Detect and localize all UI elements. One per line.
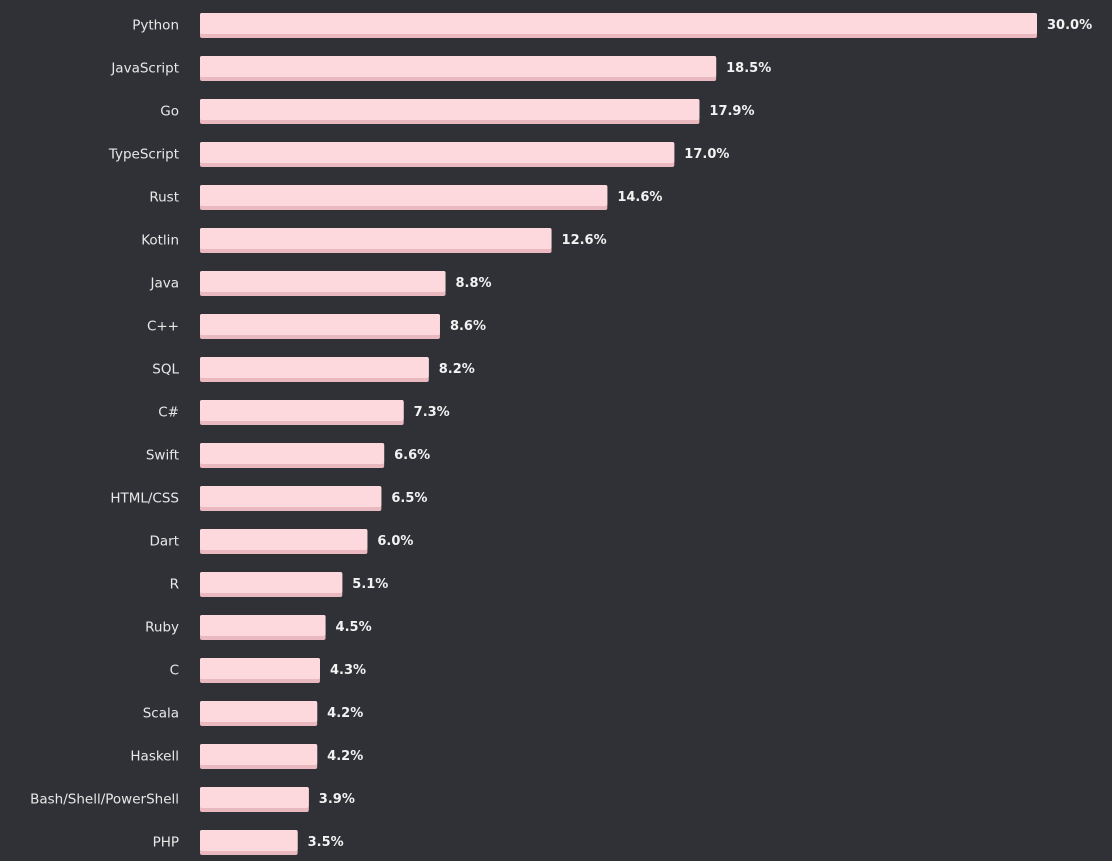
bar-row: Dart 6.0% (149, 529, 413, 554)
value-label: 6.0% (377, 534, 413, 549)
category-label: Haskell (130, 749, 179, 765)
category-label: Dart (149, 534, 179, 550)
bar-row: Go 17.9% (160, 99, 755, 124)
bar (200, 56, 717, 77)
value-label: 8.8% (456, 276, 492, 291)
category-label: Scala (143, 706, 179, 722)
bar (200, 486, 382, 507)
bar (200, 13, 1037, 34)
value-label: 14.6% (617, 190, 662, 205)
bar (200, 99, 700, 120)
bar-row: Java 8.8% (149, 271, 492, 296)
bar-row: JavaScript 18.5% (110, 56, 771, 81)
value-label: 8.2% (439, 362, 475, 377)
category-label: Swift (146, 448, 179, 464)
bar (200, 314, 440, 335)
bar (200, 658, 320, 679)
category-label: TypeScript (108, 147, 179, 163)
bar-row: Ruby 4.5% (145, 615, 372, 640)
bar-row: C 4.3% (170, 658, 366, 683)
value-label: 4.2% (327, 706, 363, 721)
bar (200, 744, 318, 765)
bar-row: TypeScript 17.0% (108, 142, 729, 167)
bar-row: Kotlin 12.6% (141, 228, 607, 253)
category-label: Bash/Shell/PowerShell (30, 792, 179, 808)
value-label: 17.0% (684, 147, 729, 162)
value-label: 3.9% (319, 792, 355, 807)
category-label: Ruby (145, 620, 179, 636)
value-label: 6.6% (394, 448, 430, 463)
category-label: SQL (152, 362, 179, 378)
value-label: 6.5% (391, 491, 427, 506)
category-label: Java (149, 276, 179, 292)
category-label: Rust (149, 190, 179, 206)
bar (200, 787, 309, 808)
bar-row: Bash/Shell/PowerShell 3.9% (30, 787, 355, 812)
value-label: 4.5% (336, 620, 372, 635)
value-label: 17.9% (709, 104, 754, 119)
category-label: C++ (147, 319, 179, 335)
bar-row: R 5.1% (170, 572, 388, 597)
category-label: JavaScript (110, 61, 179, 77)
bar (200, 830, 298, 851)
bar (200, 400, 404, 421)
bar-row: Rust 14.6% (149, 185, 662, 210)
value-label: 4.2% (327, 749, 363, 764)
category-label: C# (158, 405, 179, 421)
bar-row: C++ 8.6% (147, 314, 486, 339)
bar-row: PHP 3.5% (153, 830, 344, 855)
bar-row: Scala 4.2% (143, 701, 363, 726)
value-label: 12.6% (562, 233, 607, 248)
category-label: PHP (153, 835, 179, 851)
bar-row: SQL 8.2% (152, 357, 475, 382)
category-label: C (170, 663, 179, 679)
value-label: 8.6% (450, 319, 486, 334)
bar (200, 142, 675, 163)
bar-row: Haskell 4.2% (130, 744, 363, 769)
bar-row: HTML/CSS 6.5% (110, 486, 427, 511)
bar-row: Python 30.0% (132, 13, 1092, 38)
value-label: 7.3% (414, 405, 450, 420)
category-label: Python (132, 18, 179, 34)
bar (200, 185, 608, 206)
bar (200, 615, 326, 636)
value-label: 18.5% (726, 61, 771, 76)
value-label: 5.1% (352, 577, 388, 592)
bar (200, 228, 552, 249)
category-label: Go (160, 104, 179, 120)
bar (200, 529, 368, 550)
bar (200, 357, 429, 378)
bar (200, 443, 385, 464)
bar-row: C# 7.3% (158, 400, 450, 425)
value-label: 4.3% (330, 663, 366, 678)
category-label: Kotlin (141, 233, 179, 249)
category-label: R (170, 577, 179, 593)
category-label: HTML/CSS (110, 491, 179, 507)
bar (200, 572, 343, 593)
value-label: 3.5% (308, 835, 344, 850)
bar (200, 701, 318, 722)
value-label: 30.0% (1047, 18, 1092, 33)
bar (200, 271, 446, 292)
bar-row: Swift 6.6% (146, 443, 430, 468)
